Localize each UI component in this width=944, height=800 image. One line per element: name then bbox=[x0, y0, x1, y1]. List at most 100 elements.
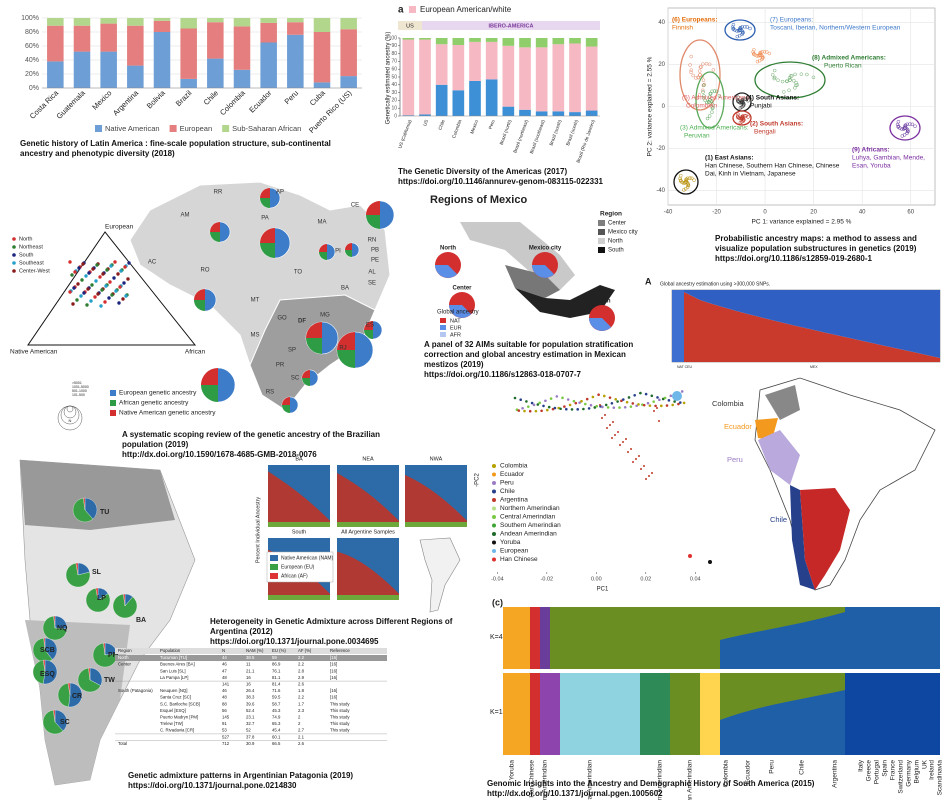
population-label: Italy bbox=[858, 759, 865, 772]
triangle-point bbox=[105, 268, 109, 272]
pca-point bbox=[584, 402, 587, 406]
cluster-point bbox=[760, 54, 765, 59]
area bbox=[268, 465, 330, 521]
pca-point bbox=[619, 444, 621, 446]
state-label: AL bbox=[368, 270, 376, 276]
state-label: PA bbox=[261, 216, 269, 222]
triangle-point bbox=[75, 298, 79, 302]
table-cell: 1.7 bbox=[298, 701, 305, 706]
pca-point bbox=[572, 399, 576, 403]
label: Native American (NAM) bbox=[281, 555, 334, 561]
x-tick-label: Argentina bbox=[111, 88, 141, 118]
cluster-point bbox=[689, 54, 693, 59]
triangle-point bbox=[68, 290, 72, 294]
label: Genetically estimated ancestry (%) bbox=[386, 32, 392, 125]
pca-point bbox=[527, 405, 530, 408]
bar-segment bbox=[287, 34, 304, 88]
cluster-point bbox=[739, 26, 743, 30]
cluster-point bbox=[767, 51, 772, 56]
pie-slice bbox=[95, 587, 99, 601]
table-header: Region bbox=[118, 648, 132, 653]
triangle bbox=[27, 231, 197, 346]
area bbox=[684, 292, 940, 362]
triangle-point bbox=[127, 261, 131, 265]
map-region bbox=[20, 460, 175, 530]
annotation: Luhya, Gambian, Mende, bbox=[852, 155, 925, 162]
pca-point bbox=[542, 404, 545, 408]
pie-slice bbox=[77, 667, 101, 693]
bar-segment bbox=[127, 18, 144, 26]
ancestry-block bbox=[503, 607, 530, 669]
label: NAT bbox=[450, 318, 461, 324]
y-tick-label: 40% bbox=[25, 57, 39, 64]
ancestry-block bbox=[550, 607, 700, 669]
pca-point bbox=[555, 395, 559, 398]
table-cell: 2 bbox=[298, 715, 301, 720]
site-label: TW bbox=[104, 677, 115, 684]
table-header: EU (%) bbox=[272, 648, 286, 653]
annotation: Esan, Yoruba bbox=[852, 163, 891, 170]
bar-segment bbox=[552, 111, 565, 116]
bar-segment bbox=[260, 42, 277, 88]
table-cell: 48 bbox=[222, 695, 227, 700]
pie-slice bbox=[260, 188, 270, 198]
cluster-point bbox=[696, 75, 700, 80]
pca-point bbox=[671, 403, 674, 407]
pca-point bbox=[625, 438, 627, 440]
pca-point bbox=[566, 398, 570, 401]
cluster-point bbox=[740, 31, 745, 35]
cluster-point bbox=[683, 181, 687, 185]
x-tick-label: -0.02 bbox=[541, 576, 554, 582]
table-cell: This study bbox=[330, 715, 350, 720]
pie-slice bbox=[319, 252, 327, 260]
label: A bbox=[645, 276, 652, 286]
label: Global ancestry estimation using >300,00… bbox=[660, 281, 770, 287]
table-cell: Trelew [TW] bbox=[160, 721, 183, 726]
cluster-point bbox=[711, 68, 716, 72]
table-cell: 71.6 bbox=[272, 688, 281, 693]
pie-slice bbox=[123, 593, 126, 607]
table-cell: 2.6 bbox=[298, 682, 305, 687]
population-label: Chile bbox=[799, 760, 806, 775]
table-cell: 76.1 bbox=[272, 668, 281, 673]
pca-point bbox=[637, 403, 640, 406]
ancestry-block bbox=[503, 673, 530, 755]
ancestry-block bbox=[720, 612, 845, 669]
table-cell: 86.9 bbox=[272, 662, 281, 667]
annotation: Han Chinese, Southern Han Chinese, Chine… bbox=[705, 163, 840, 170]
triangle-point bbox=[89, 299, 93, 303]
cluster-point bbox=[901, 127, 906, 131]
pca-point bbox=[680, 390, 684, 393]
bar-segment bbox=[207, 22, 224, 59]
cluster-point bbox=[731, 22, 736, 27]
legend-label: Yoruba bbox=[500, 539, 521, 546]
x-tick-label: 0.00 bbox=[591, 576, 602, 582]
y-tick-label: 80% bbox=[25, 29, 39, 36]
y-tick-label: 0 bbox=[394, 113, 397, 119]
ancestry-block bbox=[700, 673, 720, 755]
x-tick-label: Brazil (south) bbox=[548, 119, 562, 147]
table-cell: [16] bbox=[330, 668, 337, 673]
pca-point bbox=[528, 409, 532, 413]
x-tick-label: Brazil (south) bbox=[565, 119, 579, 147]
cluster-point bbox=[757, 58, 762, 63]
site-label: SCB bbox=[40, 647, 55, 654]
annotation: Punjabi bbox=[750, 103, 772, 110]
cluster-point bbox=[702, 83, 706, 87]
label: North bbox=[440, 246, 456, 252]
population-label: Han Chinese bbox=[529, 760, 536, 798]
table-cell: 74.9 bbox=[272, 715, 281, 720]
triangle-point bbox=[87, 271, 91, 275]
y-axis-label: -PC2 bbox=[475, 473, 481, 487]
bar-segment bbox=[452, 38, 465, 46]
bar-segment bbox=[535, 111, 548, 116]
triangle-point bbox=[76, 282, 80, 286]
table-cell: This study bbox=[330, 721, 350, 726]
legend-swatch bbox=[440, 318, 446, 323]
state-label: SE bbox=[368, 281, 376, 287]
x-tick-label: 40 bbox=[859, 210, 866, 216]
table-cell: 91 bbox=[222, 721, 227, 726]
cluster-point bbox=[682, 188, 686, 192]
state-label: PE bbox=[371, 258, 379, 264]
legend-dot bbox=[12, 261, 16, 265]
